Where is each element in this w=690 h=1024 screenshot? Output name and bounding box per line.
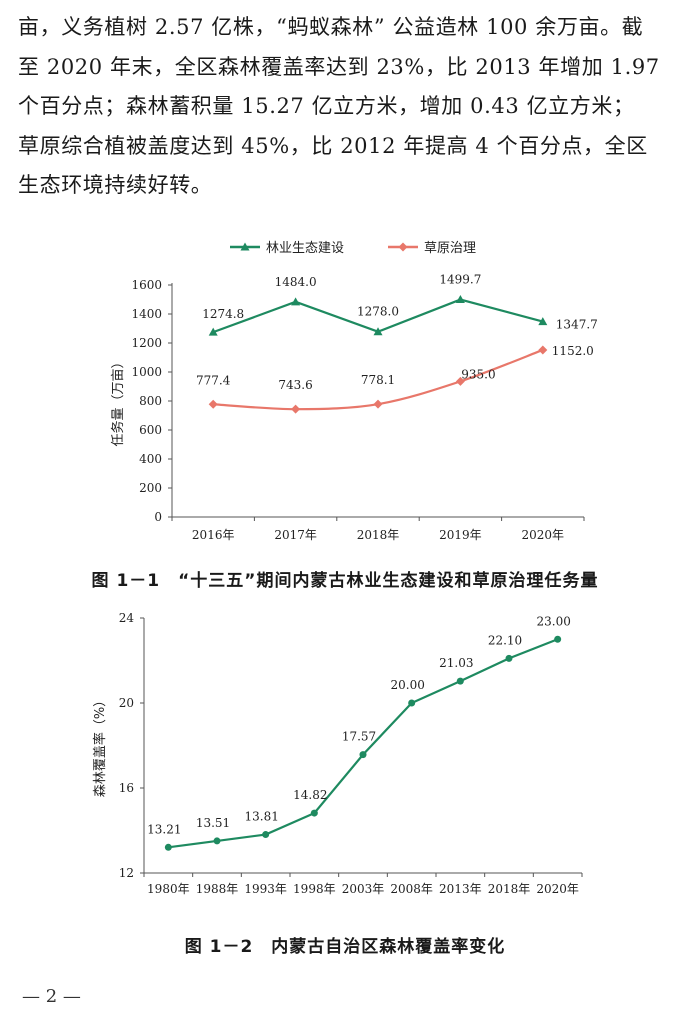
data-label-2: 778.1 — [361, 373, 395, 387]
y-tick-label: 200 — [139, 481, 162, 495]
data-point-2 — [291, 404, 301, 414]
data-label-1: 17.57 — [342, 730, 376, 744]
x-tick-label: 1993年 — [244, 882, 287, 896]
body-paragraph: 亩，义务植树 2.57 亿株，“蚂蚁森林” 公益造林 100 余万亩。截 至 2… — [18, 8, 680, 206]
data-point-1 — [373, 327, 383, 336]
figure-1-1-caption: 图 1－1 “十三五”期间内蒙古林业生态建设和草原治理任务量 — [91, 571, 599, 591]
data-point-1 — [213, 837, 221, 845]
x-tick-label: 2020年 — [522, 528, 565, 542]
data-point-1 — [291, 297, 301, 306]
legend-label-1: 林业生态建设 — [266, 241, 344, 256]
x-tick-label: 2019年 — [439, 528, 482, 542]
x-tick-label: 2018年 — [357, 528, 400, 542]
page-number: — 2 — — [22, 986, 81, 1007]
x-tick-label: 1998年 — [293, 882, 336, 896]
y-tick-label: 12 — [119, 866, 134, 880]
x-tick-label: 2003年 — [342, 882, 385, 896]
data-label-1: 13.81 — [244, 810, 278, 824]
paragraph-line-2: 至 2020 年末，全区森林覆盖率达到 23%，比 2013 年增加 1.97 — [18, 54, 660, 79]
paragraph-line-1: 亩，义务植树 2.57 亿株，“蚂蚁森林” 公益造林 100 余万亩。截 — [18, 15, 644, 39]
data-label-1: 13.21 — [147, 822, 181, 836]
y-tick-label: 24 — [119, 611, 135, 625]
data-label-1: 1274.8 — [202, 307, 244, 321]
data-point-1 — [164, 843, 172, 851]
y-tick-label: 400 — [139, 452, 162, 466]
x-tick-label: 1988年 — [196, 882, 239, 896]
data-label-1: 1347.7 — [556, 318, 598, 332]
data-label-2: 777.4 — [196, 373, 231, 387]
data-label-1: 20.00 — [390, 678, 424, 692]
data-point-2 — [455, 376, 465, 386]
data-label-1: 23.00 — [536, 614, 570, 628]
x-tick-label: 2018年 — [488, 882, 531, 896]
x-tick-label: 2020年 — [536, 882, 579, 896]
x-tick-label: 2013年 — [439, 882, 482, 896]
data-point-1 — [408, 699, 416, 707]
y-tick-label: 800 — [139, 394, 162, 408]
data-label-1: 14.82 — [293, 788, 327, 802]
legend-label-2: 草原治理 — [424, 241, 476, 256]
data-point-1 — [455, 295, 465, 304]
x-tick-label: 2017年 — [274, 528, 317, 542]
data-label-2: 935.0 — [461, 367, 495, 381]
data-point-1 — [310, 809, 318, 817]
y-tick-label: 20 — [119, 696, 134, 710]
y-tick-label: 600 — [139, 423, 162, 437]
y-tick-label: 0 — [154, 510, 162, 524]
y-tick-label: 1200 — [131, 336, 162, 350]
y-axis-label: 森林覆盖率（%） — [92, 694, 108, 797]
data-point-1 — [262, 831, 270, 839]
figure-1-2-line-chart: 12 16 20 24 1980年 1988年 1993年 1998年 2003年 2008年 20… — [92, 611, 583, 896]
y-axis-label: 任务量（万亩） — [110, 355, 126, 446]
figure-1-1-line-chart: 林业生态建设 草原治理 0 200 400 600 800 1000 1200 1400 1600 2… — [110, 241, 598, 542]
x-tick-label: 2008年 — [390, 882, 433, 896]
data-point-2 — [208, 399, 218, 409]
data-label-1: 21.03 — [439, 656, 473, 670]
y-tick-label: 1000 — [131, 365, 162, 379]
paragraph-line-3: 个百分点；森林蓄积量 15.27 亿立方米，增加 0.43 亿立方米； — [18, 94, 635, 118]
data-point-1 — [208, 327, 218, 336]
data-point-1 — [456, 677, 464, 685]
data-label-1: 13.51 — [196, 816, 230, 830]
data-label-1: 1499.7 — [439, 273, 481, 287]
x-tick-label: 2016年 — [192, 528, 235, 542]
legend-marker-1 — [240, 242, 250, 251]
paragraph-line-4: 草原综合植被盖度达到 45%，比 2012 年提高 4 个百分点，全区 — [18, 133, 648, 158]
data-label-1: 1484.0 — [275, 275, 317, 289]
data-point-2 — [373, 399, 383, 409]
y-tick-label: 1600 — [131, 278, 162, 292]
y-tick-label: 1400 — [131, 307, 162, 321]
paragraph-line-5: 生态环境持续好转。 — [18, 173, 213, 197]
x-tick-label: 1980年 — [147, 882, 190, 896]
y-tick-label: 16 — [119, 781, 134, 795]
data-label-1: 1278.0 — [357, 305, 399, 319]
data-point-2 — [538, 345, 548, 355]
data-label-2: 1152.0 — [552, 344, 594, 358]
data-point-1 — [554, 635, 562, 643]
data-point-1 — [505, 654, 513, 662]
figure-1-2-caption: 图 1－2 内蒙古自治区森林覆盖率变化 — [184, 937, 506, 957]
data-label-2: 743.6 — [278, 378, 312, 392]
data-label-1: 22.10 — [488, 633, 522, 647]
data-point-1 — [538, 317, 548, 326]
legend-marker-2 — [398, 242, 408, 252]
data-point-1 — [359, 751, 367, 759]
